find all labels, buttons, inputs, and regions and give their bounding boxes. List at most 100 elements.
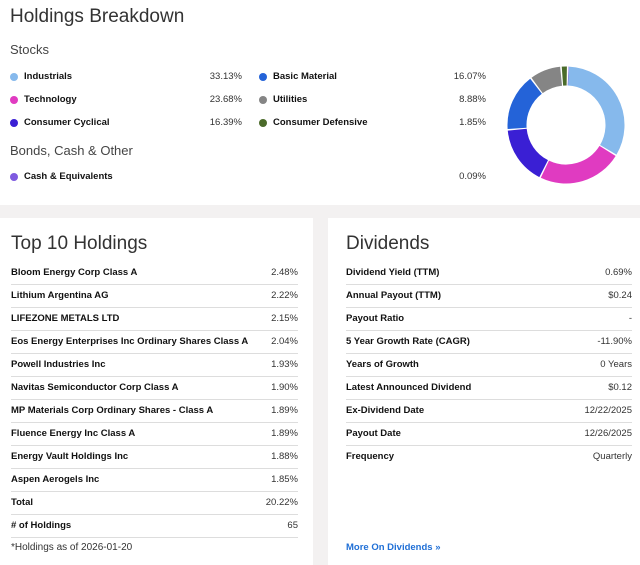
sector-value: 16.39% [209, 117, 242, 128]
holding-weight: 1.85% [271, 474, 298, 485]
holding-weight: 1.89% [271, 405, 298, 416]
holding-row[interactable]: Navitas Semiconductor Corp Class A 1.90% [11, 377, 298, 400]
sector-value: 33.13% [209, 71, 242, 82]
dividend-value: 0 Years [600, 359, 632, 370]
dividend-label: Annual Payout (TTM) [346, 290, 441, 301]
donut-slice-utilities[interactable] [531, 66, 563, 94]
growth-rate-row: 5 Year Growth Rate (CAGR) -11.90% [346, 331, 632, 354]
holdings-count-label: # of Holdings [11, 520, 72, 531]
dividend-value: 12/26/2025 [584, 428, 632, 439]
dividend-label: Payout Ratio [346, 313, 405, 324]
total-label: Total [11, 497, 33, 508]
basic-material-swatch [259, 73, 267, 81]
dividend-value: - [628, 313, 632, 324]
donut-slice-technology[interactable] [540, 145, 616, 184]
holding-weight: 1.88% [271, 451, 298, 462]
holding-row[interactable]: Bloom Energy Corp Class A 2.48% [11, 262, 298, 285]
dividend-label: 5 Year Growth Rate (CAGR) [346, 336, 470, 347]
holding-weight: 1.89% [271, 428, 298, 439]
sector-label: Cash & Equivalents [24, 171, 113, 182]
holdings-breakdown-panel: Holdings Breakdown Stocks Industrials 33… [0, 0, 640, 205]
holding-name: Energy Vault Holdings Inc [11, 451, 129, 462]
holding-name: Powell Industries Inc [11, 359, 106, 370]
holding-weight: 2.15% [271, 313, 298, 324]
holding-name: LIFEZONE METALS LTD [11, 313, 120, 324]
dividend-label: Ex-Dividend Date [346, 405, 425, 416]
sector-value: 0.09% [459, 171, 486, 182]
sector-industrials: Industrials 33.13% [10, 67, 242, 89]
sector-consumer-cyclical: Consumer Cyclical 16.39% [10, 113, 242, 135]
latest-dividend-row: Latest Announced Dividend $0.12 [346, 377, 632, 400]
total-value: 20.22% [265, 497, 298, 508]
cash-equivalents-swatch [10, 173, 18, 181]
cash-equivalents-item: Cash & Equivalents 0.09% [10, 167, 486, 189]
dividends-title: Dividends [346, 233, 430, 254]
consumer-defensive-swatch [259, 119, 267, 127]
holding-name: Lithium Argentina AG [11, 290, 109, 301]
dividend-yield-row: Dividend Yield (TTM) 0.69% [346, 262, 632, 285]
more-on-dividends-link[interactable]: More On Dividends » [346, 542, 441, 553]
holding-name: MP Materials Corp Ordinary Shares - Clas… [11, 405, 214, 416]
holding-row[interactable]: MP Materials Corp Ordinary Shares - Clas… [11, 400, 298, 423]
bonds-cash-other-heading: Bonds, Cash & Other [10, 143, 133, 158]
sector-label: Technology [24, 94, 77, 105]
top-10-holdings-title: Top 10 Holdings [11, 233, 148, 254]
dividend-label: Years of Growth [346, 359, 419, 370]
sector-utilities: Utilities 8.88% [259, 90, 486, 112]
frequency-row: Frequency Quarterly [346, 446, 632, 469]
dividend-value: 12/22/2025 [584, 405, 632, 416]
holding-name: Navitas Semiconductor Corp Class A [11, 382, 179, 393]
sector-label: Industrials [24, 71, 73, 82]
sector-basic-material: Basic Material 16.07% [259, 67, 486, 89]
sector-value: 1.85% [459, 117, 486, 128]
holding-weight: 2.04% [271, 336, 298, 347]
holdings-as-of-note: *Holdings as of 2026-01-20 [11, 542, 133, 553]
sector-donut-chart [507, 66, 625, 184]
dividend-value: Quarterly [592, 451, 632, 462]
dividend-value: $0.24 [608, 290, 632, 301]
payout-date-row: Payout Date 12/26/2025 [346, 423, 632, 446]
holding-name: Eos Energy Enterprises Inc Ordinary Shar… [11, 336, 249, 347]
payout-ratio-row: Payout Ratio - [346, 308, 632, 331]
annual-payout-row: Annual Payout (TTM) $0.24 [346, 285, 632, 308]
holding-weight: 1.93% [271, 359, 298, 370]
sector-label: Consumer Cyclical [24, 117, 110, 128]
donut-slice-basic-material[interactable] [507, 78, 543, 129]
dividend-label: Frequency [346, 451, 395, 462]
donut-slice-consumer-cyclical[interactable] [507, 128, 549, 178]
holding-name: Aspen Aerogels Inc [11, 474, 100, 485]
holdings-breakdown-title: Holdings Breakdown [10, 6, 185, 27]
holding-weight: 2.48% [271, 267, 298, 278]
top-10-holdings-panel: Top 10 Holdings Bloom Energy Corp Class … [0, 218, 313, 565]
sector-label: Basic Material [273, 71, 337, 82]
donut-slice-industrials[interactable] [567, 66, 625, 155]
consumer-cyclical-swatch [10, 119, 18, 127]
dividends-panel: Dividends Dividend Yield (TTM) 0.69% Ann… [328, 218, 640, 565]
dividend-value: $0.12 [608, 382, 632, 393]
holding-name: Bloom Energy Corp Class A [11, 267, 138, 278]
holding-row[interactable]: Energy Vault Holdings Inc 1.88% [11, 446, 298, 469]
dividend-label: Latest Announced Dividend [346, 382, 472, 393]
years-of-growth-row: Years of Growth 0 Years [346, 354, 632, 377]
holdings-count-value: 65 [287, 520, 298, 531]
holding-row[interactable]: Aspen Aerogels Inc 1.85% [11, 469, 298, 492]
stocks-heading: Stocks [10, 42, 50, 57]
sector-consumer-defensive: Consumer Defensive 1.85% [259, 113, 486, 135]
dividend-label: Dividend Yield (TTM) [346, 267, 440, 278]
holding-row[interactable]: Powell Industries Inc 1.93% [11, 354, 298, 377]
holding-row[interactable]: Eos Energy Enterprises Inc Ordinary Shar… [11, 331, 298, 354]
holdings-count-row: # of Holdings 65 [11, 515, 298, 538]
holdings-total-row: Total 20.22% [11, 492, 298, 515]
sector-label: Consumer Defensive [273, 117, 368, 128]
holding-row[interactable]: Lithium Argentina AG 2.22% [11, 285, 298, 308]
sector-value: 16.07% [453, 71, 486, 82]
utilities-swatch [259, 96, 267, 104]
holding-name: Fluence Energy Inc Class A [11, 428, 136, 439]
holding-row[interactable]: Fluence Energy Inc Class A 1.89% [11, 423, 298, 446]
dividend-value: -11.90% [597, 336, 632, 347]
holding-weight: 1.90% [271, 382, 298, 393]
sector-value: 8.88% [459, 94, 486, 105]
holding-row[interactable]: LIFEZONE METALS LTD 2.15% [11, 308, 298, 331]
technology-swatch [10, 96, 18, 104]
sector-label: Utilities [273, 94, 308, 105]
